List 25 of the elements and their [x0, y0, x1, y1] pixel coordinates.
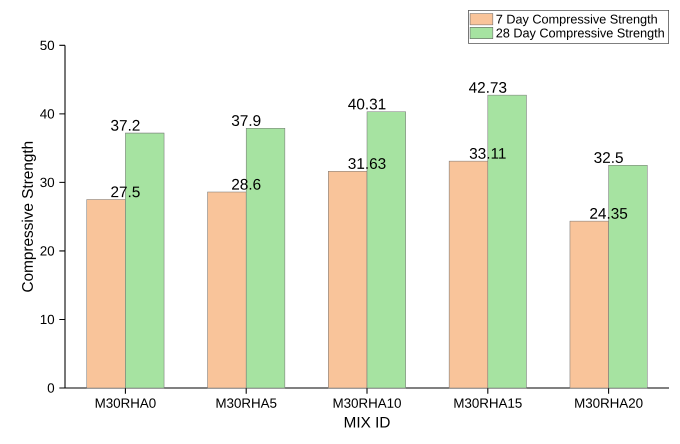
- x-tick-label: M30RHA5: [216, 398, 276, 408]
- x-tick-label: M30RHA10: [334, 398, 401, 408]
- data-label: 37.2: [111, 120, 140, 131]
- data-label: 33.11: [470, 148, 506, 159]
- y-tick-label: 0: [48, 383, 54, 393]
- x-tick-label: M30RHA20: [575, 398, 643, 408]
- data-label: 27.5: [111, 186, 140, 198]
- x-tick-label: M30RHA0: [96, 398, 156, 408]
- data-label: 28.6: [232, 178, 260, 190]
- legend-label: 28 Day Compressive Strength: [496, 28, 664, 40]
- y-tick-label: 20: [40, 246, 54, 256]
- x-axis-title: MIX ID: [344, 417, 390, 428]
- y-axis-title: Compressive Strength: [22, 142, 36, 292]
- legend-label: 7 Day Compressive Strength: [496, 14, 657, 26]
- y-tick-label: 50: [40, 40, 54, 50]
- y-tick-label: 40: [40, 109, 54, 119]
- y-tick-label: 10: [40, 314, 54, 324]
- data-label: 37.9: [232, 115, 260, 126]
- data-label: 40.31: [348, 98, 386, 110]
- data-label: 42.73: [468, 82, 506, 93]
- data-label: 24.35: [590, 208, 628, 219]
- data-label: 32.5: [594, 152, 623, 163]
- y-tick-label: 30: [40, 178, 54, 188]
- x-tick-label: M30RHA15: [454, 398, 522, 408]
- data-label: 31.63: [348, 158, 386, 169]
